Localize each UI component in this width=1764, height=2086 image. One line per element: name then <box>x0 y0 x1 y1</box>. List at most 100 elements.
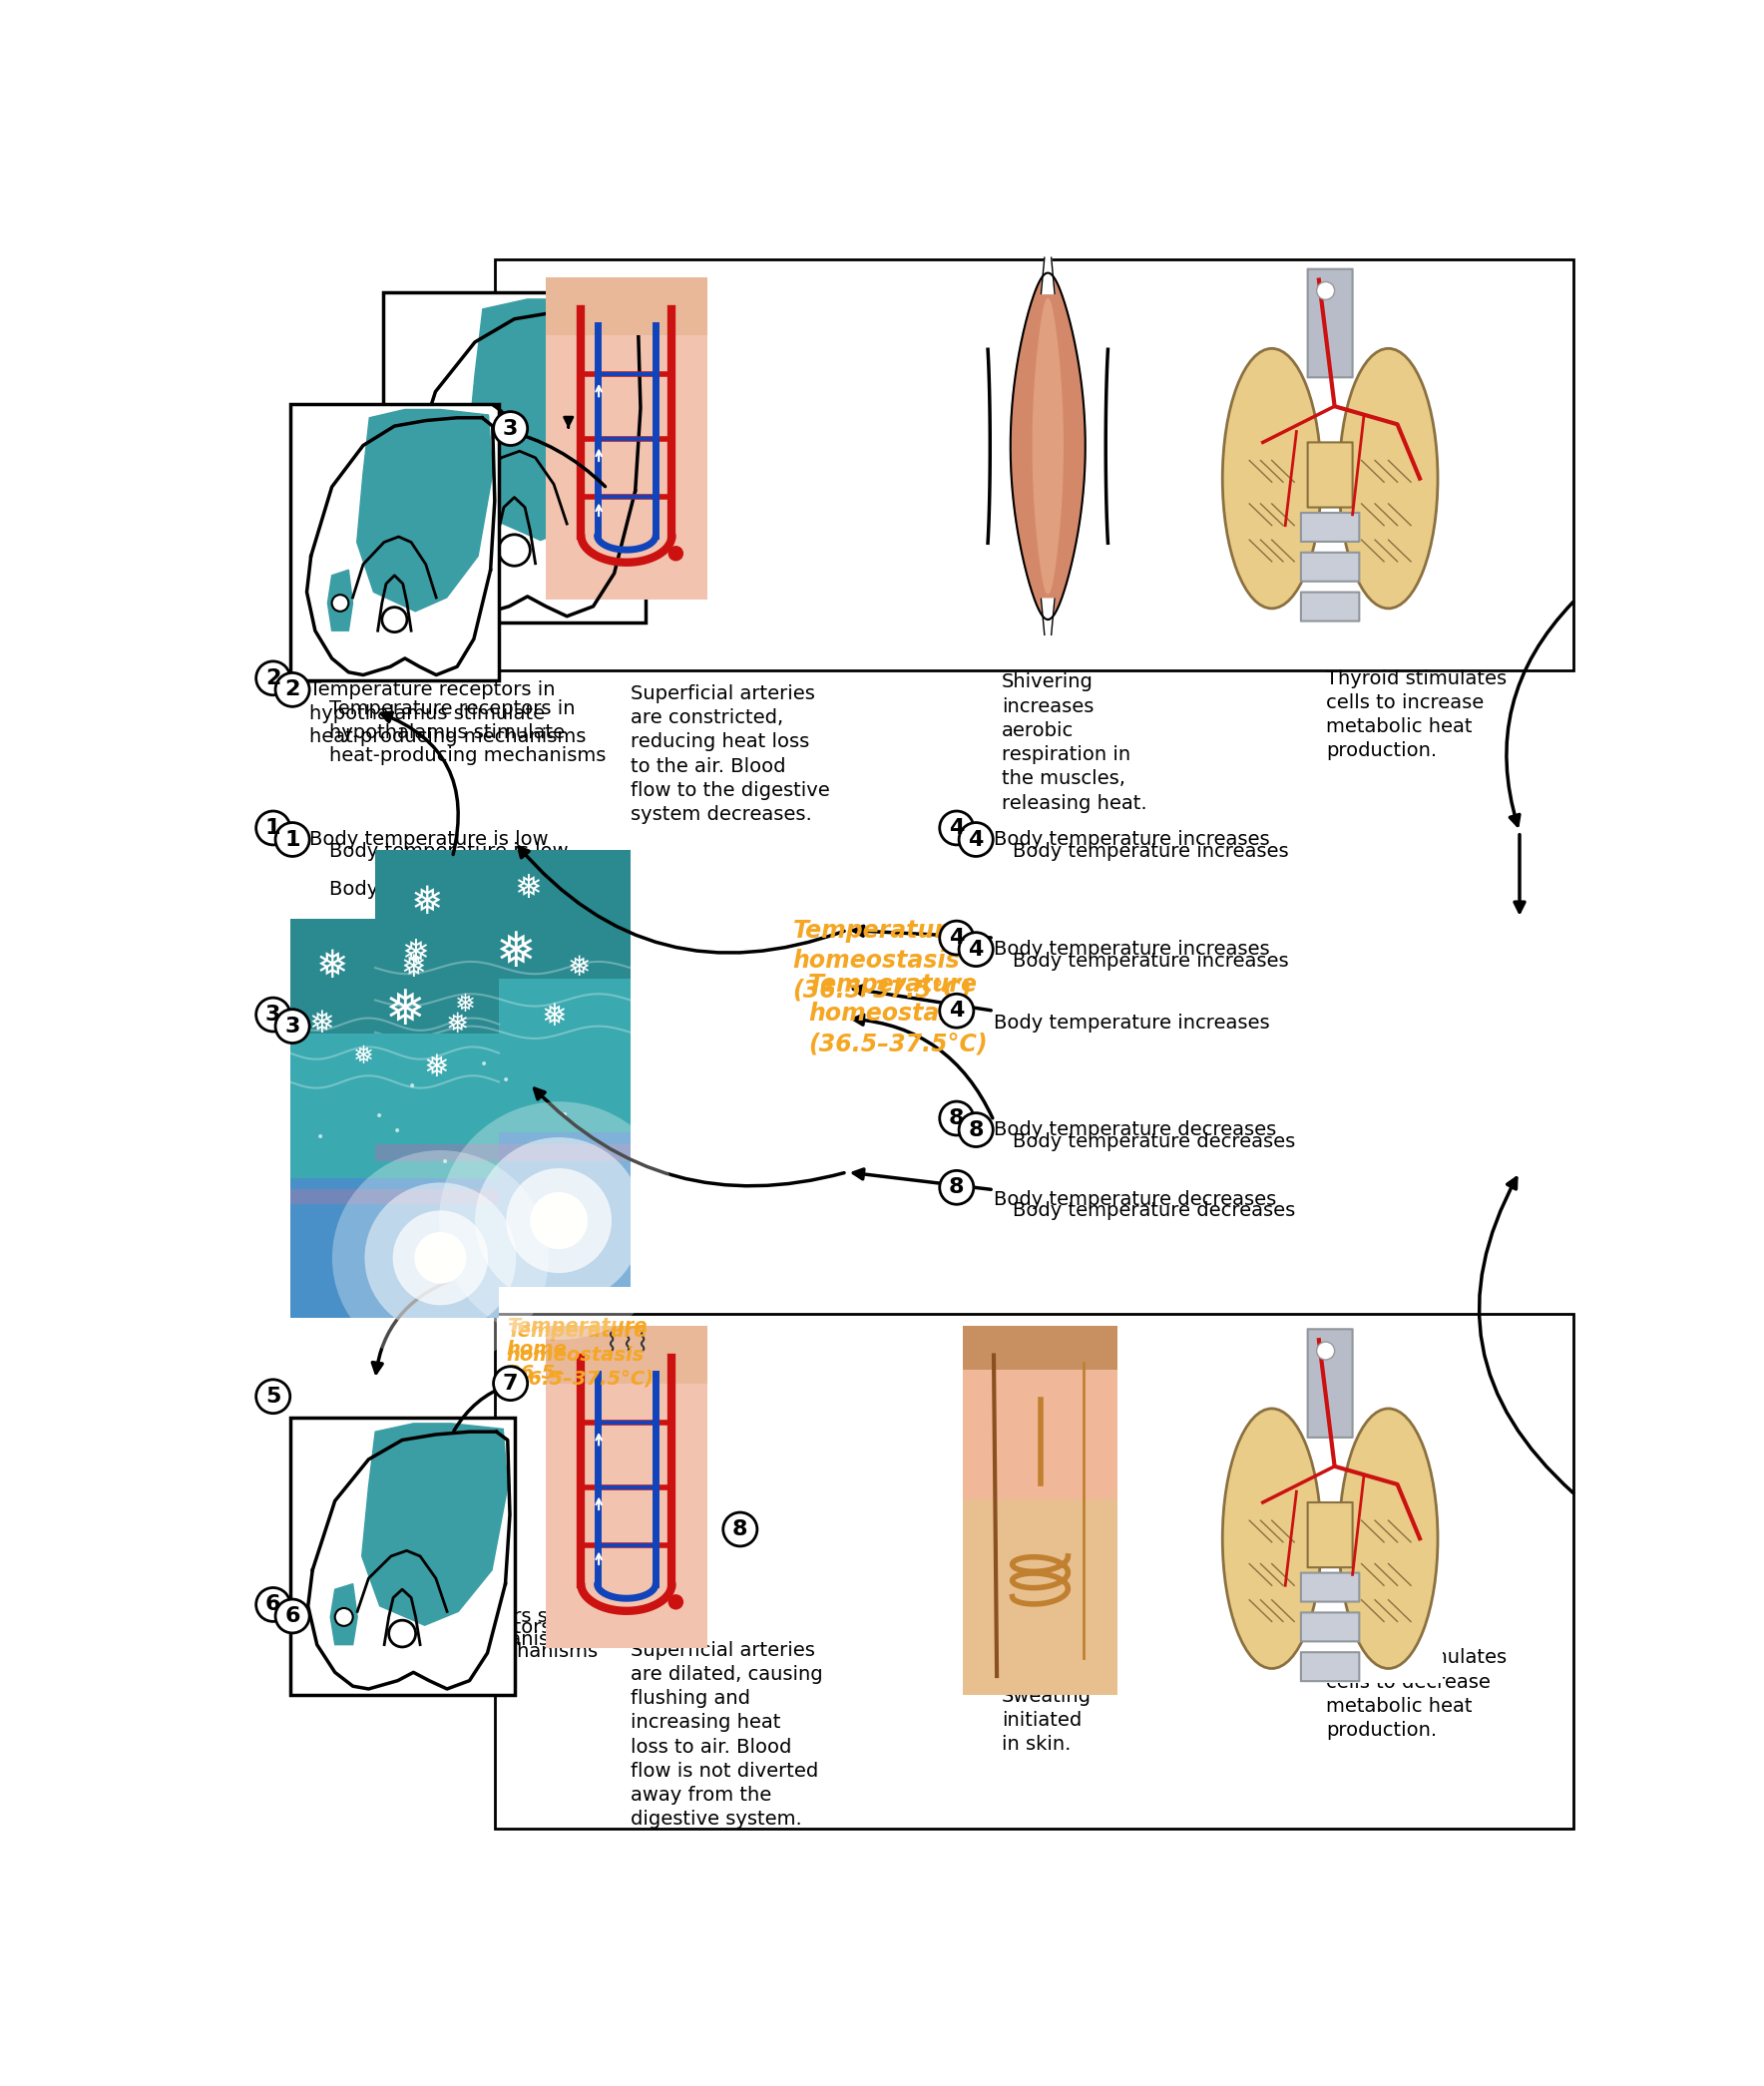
Text: Temperature receptors stimulate
heat-releasing mechanisms: Temperature receptors stimulate heat-rel… <box>328 1619 647 1660</box>
Circle shape <box>388 1621 416 1648</box>
Circle shape <box>275 1600 309 1633</box>
FancyBboxPatch shape <box>545 277 707 601</box>
Text: Superficial arteries
are dilated, causing
flushing and
increasing heat
loss to a: Superficial arteries are dilated, causin… <box>630 1642 822 1829</box>
Text: Body temperature increases: Body temperature increases <box>1013 843 1289 862</box>
Circle shape <box>506 1168 612 1272</box>
Circle shape <box>436 519 457 540</box>
FancyBboxPatch shape <box>376 849 630 1064</box>
Circle shape <box>275 822 309 857</box>
FancyBboxPatch shape <box>376 1049 630 1133</box>
Polygon shape <box>362 1423 508 1625</box>
Circle shape <box>335 1608 353 1625</box>
Circle shape <box>332 1149 549 1366</box>
Ellipse shape <box>1339 1408 1438 1669</box>
Text: ❅: ❅ <box>353 1045 374 1068</box>
Circle shape <box>494 411 527 446</box>
Circle shape <box>960 822 993 857</box>
Text: ❅: ❅ <box>496 928 536 976</box>
Text: Body temperature decreases: Body temperature decreases <box>993 1120 1277 1139</box>
Text: Temperature receptors in
hypothalamus stimulate
heat-producing mechanisms: Temperature receptors in hypothalamus st… <box>328 699 605 766</box>
Text: ❅: ❅ <box>385 987 425 1035</box>
Text: Temperature
homeostasis
(36.5–37.5°C): Temperature homeostasis (36.5–37.5°C) <box>506 1323 654 1387</box>
Text: 4: 4 <box>968 830 984 849</box>
Circle shape <box>275 1010 309 1043</box>
Circle shape <box>499 534 531 565</box>
FancyBboxPatch shape <box>1302 1652 1360 1681</box>
Polygon shape <box>1034 298 1064 595</box>
FancyBboxPatch shape <box>376 1049 630 1287</box>
Text: ❅: ❅ <box>446 1010 469 1039</box>
Text: Temperature
homeostasis
(36.5–37.5°C): Temperature homeostasis (36.5–37.5°C) <box>792 918 972 1001</box>
Text: 5: 5 <box>265 1387 280 1406</box>
FancyBboxPatch shape <box>1307 1329 1353 1437</box>
Circle shape <box>393 1210 489 1306</box>
Text: 4: 4 <box>968 939 984 960</box>
Text: Body temperature is high: Body temperature is high <box>309 1018 557 1037</box>
Text: •: • <box>316 1131 325 1143</box>
Ellipse shape <box>1222 1408 1321 1669</box>
Circle shape <box>494 1366 527 1400</box>
Circle shape <box>256 661 289 695</box>
Text: Body temperature is high: Body temperature is high <box>328 1028 577 1047</box>
FancyBboxPatch shape <box>1217 263 1443 624</box>
Circle shape <box>723 1512 757 1546</box>
Text: 2: 2 <box>265 668 280 688</box>
FancyBboxPatch shape <box>289 1418 515 1694</box>
Text: Body temperature decreases: Body temperature decreases <box>1013 1133 1297 1151</box>
Circle shape <box>940 1101 974 1135</box>
Circle shape <box>415 1233 466 1283</box>
Text: ❅: ❅ <box>568 953 591 983</box>
Text: Thyroid stimulates
cells to increase
metabolic heat
production.: Thyroid stimulates cells to increase met… <box>1327 670 1506 761</box>
Circle shape <box>256 1587 289 1621</box>
FancyBboxPatch shape <box>1302 513 1360 542</box>
Circle shape <box>940 811 974 845</box>
Circle shape <box>256 811 289 845</box>
Text: Body temperature is low: Body temperature is low <box>309 830 549 849</box>
Text: ❅: ❅ <box>542 1003 566 1033</box>
Circle shape <box>669 1594 683 1610</box>
Polygon shape <box>1041 599 1055 634</box>
Text: Sweating
initiated
in skin.: Sweating initiated in skin. <box>1002 1688 1092 1754</box>
FancyBboxPatch shape <box>545 277 707 336</box>
Circle shape <box>960 1114 993 1147</box>
Polygon shape <box>430 490 462 563</box>
Text: ❅: ❅ <box>409 884 443 922</box>
Circle shape <box>1316 282 1335 300</box>
Text: •: • <box>561 1108 570 1122</box>
FancyBboxPatch shape <box>963 1327 1117 1371</box>
FancyBboxPatch shape <box>1307 442 1353 507</box>
Ellipse shape <box>1339 348 1438 609</box>
Text: Body temperature is low: Body temperature is low <box>328 843 568 862</box>
Text: 6: 6 <box>265 1594 280 1615</box>
Text: 6: 6 <box>284 1606 300 1627</box>
Text: Thyroid stimulates
cells to decrease
metabolic heat
production.: Thyroid stimulates cells to decrease met… <box>1327 1648 1506 1740</box>
Text: ⌇: ⌇ <box>605 1331 617 1356</box>
Polygon shape <box>330 1583 358 1644</box>
FancyBboxPatch shape <box>963 265 1132 626</box>
FancyBboxPatch shape <box>545 1327 707 1648</box>
Polygon shape <box>356 409 492 611</box>
Text: Body temperature increases: Body temperature increases <box>993 1014 1270 1033</box>
Text: Body temperature increases: Body temperature increases <box>993 830 1270 849</box>
Text: 8: 8 <box>949 1108 965 1129</box>
Polygon shape <box>1041 257 1055 294</box>
Text: Temperature
home
36.5–: Temperature home 36.5– <box>506 1316 647 1383</box>
Text: ❅: ❅ <box>423 1053 450 1083</box>
Text: •: • <box>393 1124 400 1139</box>
Text: 8: 8 <box>949 1177 965 1197</box>
FancyBboxPatch shape <box>376 978 630 1064</box>
Text: Temperature receptors stimulate
heat-releasing mechanisms: Temperature receptors stimulate heat-rel… <box>309 1606 628 1650</box>
Polygon shape <box>328 569 353 630</box>
Circle shape <box>669 547 683 561</box>
Text: 3: 3 <box>503 419 519 438</box>
FancyBboxPatch shape <box>545 1327 707 1383</box>
FancyBboxPatch shape <box>1302 553 1360 582</box>
Text: ❅: ❅ <box>402 937 429 970</box>
Circle shape <box>332 595 349 611</box>
Circle shape <box>1316 1341 1335 1360</box>
Text: Body temperature decreases: Body temperature decreases <box>1013 1202 1297 1220</box>
Text: •: • <box>376 1110 383 1124</box>
FancyBboxPatch shape <box>496 259 1573 670</box>
Text: ❅: ❅ <box>400 953 427 983</box>
FancyBboxPatch shape <box>1307 269 1353 378</box>
